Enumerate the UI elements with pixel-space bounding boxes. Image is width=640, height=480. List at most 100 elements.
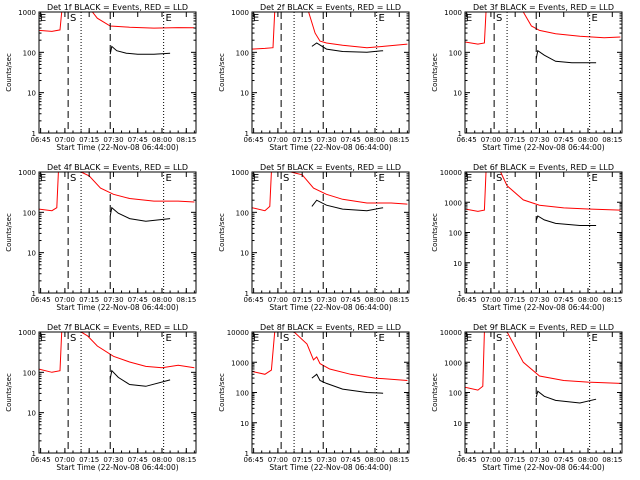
series-lld-line xyxy=(465,12,621,45)
y-tick-label: 10 xyxy=(453,260,462,268)
series-lld-line xyxy=(39,12,195,32)
y-tick-label: 10000 xyxy=(227,329,249,337)
event-marker-label: S xyxy=(283,173,289,184)
x-tick-label: 08:00 xyxy=(152,296,172,304)
y-axis-label: Counts/sec xyxy=(431,373,439,412)
x-tick-label: 07:30 xyxy=(529,456,549,464)
plot-frame xyxy=(464,11,623,134)
x-axis-label: Start Time (22-Nov-08 06:44:00) xyxy=(269,463,391,472)
y-tick-label: 1 xyxy=(245,130,249,138)
x-tick-label: 06:45 xyxy=(31,456,51,464)
x-tick-label: 08:15 xyxy=(176,136,196,144)
x-tick-label: 07:00 xyxy=(268,456,288,464)
y-tick-label: 10 xyxy=(27,410,36,418)
panel-title: Det 5f BLACK = Events, RED = LLD xyxy=(260,163,401,172)
y-tick-label: 10 xyxy=(453,420,462,428)
y-tick-label: 10000 xyxy=(440,169,462,177)
detector-panel: 1 10 100 1000 06:45 07:00 07:15 07:30 07:45 08:00… xyxy=(0,0,200,160)
panel-title: Det 6f BLACK = Events, RED = LLD xyxy=(473,163,614,172)
x-tick-label: 07:45 xyxy=(128,136,148,144)
x-tick-label: 06:45 xyxy=(244,456,264,464)
y-tick-label: 1 xyxy=(245,450,249,458)
chart-svg: 1 10 100 1000 06:45 07:00 07:15 07:30 07:45 08:00… xyxy=(431,3,623,152)
x-tick-label: 07:00 xyxy=(481,456,501,464)
x-axis-label: Start Time (22-Nov-08 06:44:00) xyxy=(482,303,604,312)
x-tick-label: 07:30 xyxy=(103,456,123,464)
x-tick-label: 07:15 xyxy=(292,296,312,304)
y-axis-label: Counts/sec xyxy=(431,53,439,92)
x-tick-label: 07:15 xyxy=(505,456,525,464)
event-marker-label: E xyxy=(378,13,384,24)
series-events-line xyxy=(109,206,171,222)
y-tick-label: 1 xyxy=(32,130,36,138)
event-marker-label: S xyxy=(70,173,76,184)
detector-panel: 1 10 100 1000 10000 06:45 07:00 07:15 07:30 07:45… xyxy=(426,160,626,320)
chart-svg: 1 10 100 1000 06:45 07:00 07:15 07:30 07:45 08:00… xyxy=(5,163,197,312)
y-tick-label: 10 xyxy=(240,420,249,428)
x-tick-label: 07:30 xyxy=(316,296,336,304)
x-axis-label: Start Time (22-Nov-08 06:44:00) xyxy=(482,463,604,472)
x-axis-label: Start Time (22-Nov-08 06:44:00) xyxy=(269,143,391,152)
series-events-line xyxy=(535,215,597,226)
y-tick-label: 1 xyxy=(245,290,249,298)
x-tick-label: 07:00 xyxy=(268,136,288,144)
series-lld-line xyxy=(465,332,621,391)
y-tick-label: 10 xyxy=(453,90,462,98)
x-tick-label: 07:30 xyxy=(316,136,336,144)
x-tick-label: 08:00 xyxy=(578,456,598,464)
event-marker-label: S xyxy=(70,13,76,24)
y-tick-label: 1000 xyxy=(444,359,462,367)
x-tick-label: 06:45 xyxy=(244,296,264,304)
panel-title: Det 3f BLACK = Events, RED = LLD xyxy=(473,3,614,12)
series-lld-line xyxy=(39,332,195,373)
y-tick-label: 10 xyxy=(240,90,249,98)
x-tick-label: 06:45 xyxy=(31,136,51,144)
x-tick-label: 07:45 xyxy=(554,296,574,304)
series-events-line xyxy=(109,45,171,55)
event-marker-label: E xyxy=(40,173,46,184)
plot-frame xyxy=(464,171,623,294)
plot-frame xyxy=(251,331,410,454)
event-marker-label: E xyxy=(466,13,472,24)
plot-frame xyxy=(251,11,410,134)
series-events-line xyxy=(535,49,597,64)
plot-frame xyxy=(464,331,623,454)
x-tick-label: 07:45 xyxy=(554,456,574,464)
event-marker-label: S xyxy=(283,333,289,344)
x-tick-label: 07:30 xyxy=(103,296,123,304)
y-tick-label: 1000 xyxy=(231,359,249,367)
x-tick-label: 07:00 xyxy=(481,136,501,144)
event-marker-label: E xyxy=(591,333,597,344)
chart-svg: 1 10 100 1000 10000 06:45 07:00 07:15 07:30 07:45… xyxy=(218,323,410,472)
x-axis-label: Start Time (22-Nov-08 06:44:00) xyxy=(56,303,178,312)
y-tick-label: 100 xyxy=(23,369,36,377)
x-tick-label: 07:30 xyxy=(529,296,549,304)
y-tick-label: 1000 xyxy=(231,9,249,17)
event-marker-label: E xyxy=(466,333,472,344)
event-marker-label: S xyxy=(496,173,502,184)
x-tick-label: 08:15 xyxy=(176,456,196,464)
series-lld-line xyxy=(465,172,621,212)
x-tick-label: 07:45 xyxy=(341,136,361,144)
x-tick-label: 08:15 xyxy=(176,296,196,304)
x-tick-label: 08:00 xyxy=(365,456,385,464)
plot-frame xyxy=(38,331,197,454)
plot-frame xyxy=(38,171,197,294)
x-tick-label: 06:45 xyxy=(457,136,477,144)
detector-panel: 1 10 100 1000 06:45 07:00 07:15 07:30 07:45 08:00… xyxy=(213,0,413,160)
x-tick-label: 07:30 xyxy=(103,136,123,144)
event-marker-label: E xyxy=(466,173,472,184)
x-tick-label: 08:00 xyxy=(578,296,598,304)
x-tick-label: 07:45 xyxy=(128,456,148,464)
x-tick-label: 08:00 xyxy=(365,136,385,144)
y-tick-label: 1000 xyxy=(18,9,36,17)
detector-panel: 1 10 100 1000 06:45 07:00 07:15 07:30 07:45 08:00… xyxy=(426,0,626,160)
y-tick-label: 100 xyxy=(449,390,462,398)
x-axis-label: Start Time (22-Nov-08 06:44:00) xyxy=(56,463,178,472)
x-tick-label: 07:15 xyxy=(79,456,99,464)
event-marker-label: S xyxy=(496,333,502,344)
y-tick-label: 100 xyxy=(236,49,249,57)
chart-svg: 1 10 100 1000 06:45 07:00 07:15 07:30 07:45 08:00… xyxy=(5,3,197,152)
plot-frame xyxy=(38,11,197,134)
y-tick-label: 100 xyxy=(236,390,249,398)
